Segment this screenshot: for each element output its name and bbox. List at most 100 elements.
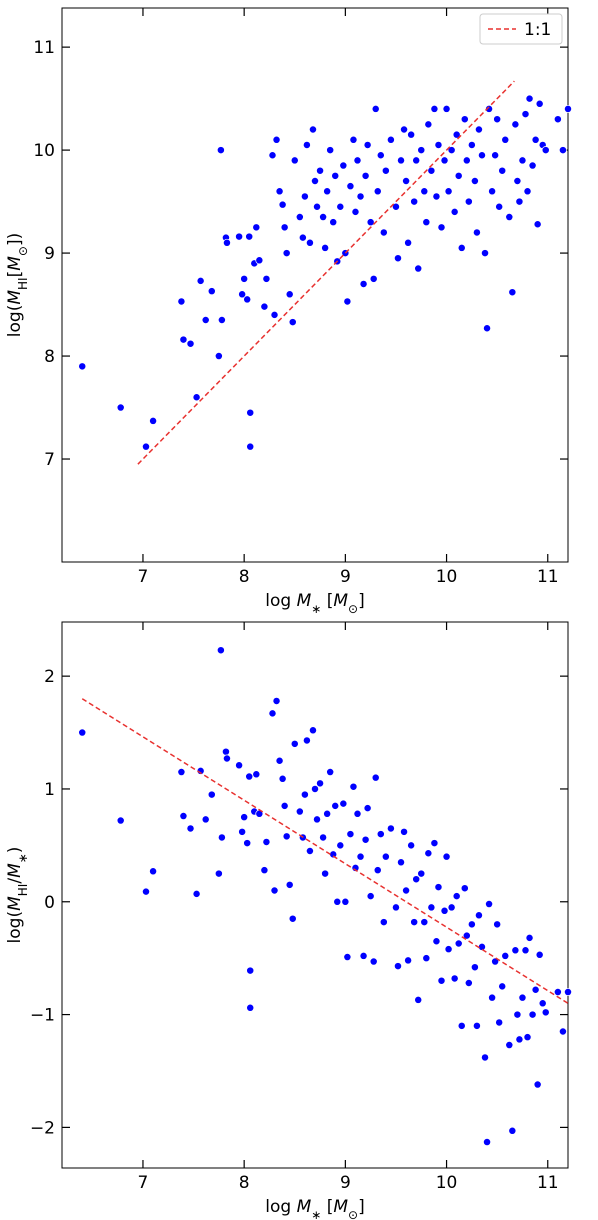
- point: [454, 171, 463, 180]
- point: [440, 156, 449, 165]
- point: [498, 166, 507, 175]
- point: [323, 809, 332, 818]
- point: [223, 754, 231, 763]
- point: [369, 957, 378, 966]
- point: [361, 171, 370, 180]
- point: [331, 171, 340, 180]
- point: [525, 933, 534, 942]
- point: [467, 920, 476, 929]
- label-part: M: [5, 256, 25, 271]
- label-part: log: [265, 591, 296, 611]
- point: [434, 141, 443, 149]
- point: [246, 1003, 255, 1012]
- point: [316, 779, 325, 788]
- point: [288, 318, 297, 327]
- point: [243, 839, 252, 848]
- point: [450, 207, 459, 216]
- point: [525, 94, 534, 103]
- point: [260, 866, 269, 875]
- point: [472, 228, 481, 237]
- point: [505, 1041, 514, 1049]
- point: [359, 280, 368, 288]
- point: [366, 892, 375, 901]
- point: [238, 827, 247, 836]
- point: [260, 302, 269, 311]
- point: [275, 756, 284, 765]
- point: [295, 213, 304, 221]
- point: [437, 976, 446, 985]
- point: [319, 833, 328, 842]
- point: [535, 99, 544, 108]
- point: [278, 200, 287, 209]
- point: [371, 104, 380, 113]
- point: [246, 966, 255, 975]
- point: [207, 790, 216, 799]
- point: [252, 223, 261, 232]
- point: [485, 104, 494, 113]
- label-part: ∗: [311, 602, 321, 616]
- reference-line: [137, 80, 515, 465]
- x-tick-label: 11: [537, 1173, 559, 1193]
- point: [412, 875, 421, 884]
- point: [341, 897, 350, 906]
- point: [485, 900, 494, 908]
- label-part: HI: [16, 277, 30, 290]
- point: [518, 156, 527, 165]
- point: [511, 120, 520, 129]
- label-part: [: [321, 1197, 333, 1217]
- point: [116, 403, 125, 412]
- point: [280, 801, 289, 810]
- point: [142, 887, 150, 896]
- point: [414, 995, 423, 1004]
- x-tick-label: 9: [340, 567, 351, 587]
- point: [464, 979, 473, 987]
- point: [321, 869, 330, 878]
- point: [422, 954, 431, 963]
- point: [321, 243, 330, 252]
- point: [381, 166, 390, 175]
- point: [290, 739, 299, 748]
- point: [444, 187, 453, 196]
- point: [397, 156, 405, 165]
- point: [280, 223, 289, 232]
- point: [313, 202, 321, 211]
- label-part: M: [297, 1197, 312, 1217]
- plot-frame: [61, 621, 569, 1169]
- point: [339, 799, 348, 808]
- point: [278, 774, 287, 783]
- point: [363, 141, 372, 149]
- point: [422, 218, 431, 227]
- point: [270, 886, 279, 895]
- point: [285, 880, 294, 889]
- point: [386, 824, 395, 833]
- point: [275, 187, 284, 196]
- legend-box: [479, 13, 563, 45]
- point: [515, 197, 524, 206]
- point: [513, 177, 522, 185]
- point: [336, 202, 345, 211]
- point: [351, 207, 360, 216]
- point: [179, 812, 188, 820]
- x-tick-label: 11: [537, 567, 559, 587]
- point: [240, 274, 249, 283]
- point: [508, 1126, 517, 1135]
- point: [553, 988, 562, 996]
- point: [440, 906, 449, 915]
- label-part: ⊙: [348, 1208, 358, 1220]
- point: [326, 146, 335, 155]
- point: [376, 151, 385, 160]
- point: [432, 192, 441, 201]
- point: [207, 287, 216, 296]
- point: [470, 963, 479, 972]
- point: [493, 920, 502, 929]
- point: [493, 115, 502, 124]
- y-tick-label: −2: [30, 1118, 55, 1138]
- point: [373, 866, 382, 875]
- y-tick-label: −1: [30, 1006, 55, 1026]
- x-tick-label: 8: [239, 1173, 250, 1193]
- point: [300, 192, 309, 201]
- point: [523, 187, 532, 196]
- point: [216, 146, 225, 155]
- label-part: ]: [358, 1197, 365, 1217]
